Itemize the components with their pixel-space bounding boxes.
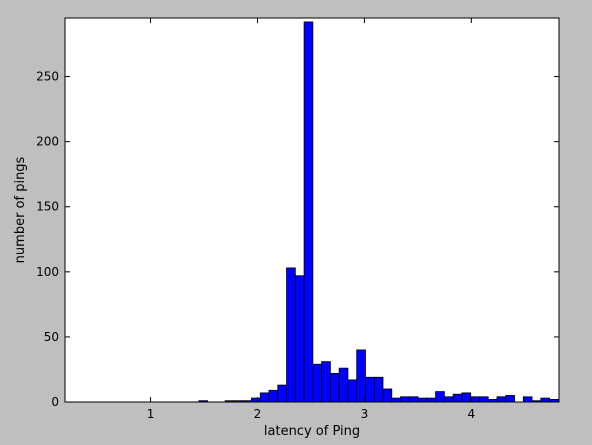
x-tick-label: 1 [147, 407, 155, 421]
x-tick-label: 2 [254, 407, 262, 421]
bars-group [198, 21, 560, 403]
histogram-bar [338, 367, 349, 403]
histogram-bar [443, 396, 454, 403]
histogram-bar [461, 392, 472, 403]
y-tick-label: 100 [36, 265, 59, 279]
histogram-bar [470, 396, 480, 403]
histogram-bar [479, 396, 489, 403]
histogram-bar [382, 388, 393, 403]
histogram-bar [505, 395, 515, 403]
y-tick-label: 50 [44, 330, 59, 344]
y-tick-label: 150 [36, 200, 59, 214]
histogram-bar [373, 376, 384, 403]
histogram-bar [303, 21, 314, 403]
histogram-bar [426, 397, 437, 403]
y-tick-label: 0 [51, 395, 59, 409]
histogram-bar [329, 372, 340, 403]
histogram-bar [400, 396, 410, 403]
histogram-bar [356, 349, 366, 403]
histogram-bar [522, 396, 533, 403]
histogram-bar [365, 376, 375, 403]
histogram-bar [417, 397, 428, 403]
histogram-bar [286, 267, 296, 403]
histogram-bar [452, 393, 463, 403]
histogram-bar [268, 389, 279, 403]
histogram-bar [435, 391, 445, 403]
ticks-group: 1 2 3 4 0 50 100 150 200 250 [36, 18, 559, 421]
histogram-bar [408, 396, 419, 403]
y-tick-label: 250 [36, 70, 59, 84]
histogram-bar [294, 275, 305, 403]
plot-frame [64, 17, 560, 403]
histogram-bar [347, 379, 358, 403]
x-tick-label: 3 [361, 407, 369, 421]
y-tick-label: 200 [36, 135, 59, 149]
histogram-bar [321, 361, 331, 403]
histogram-bar [540, 397, 550, 403]
y-axis-label: number of pings [13, 156, 28, 263]
histogram-bar [277, 384, 287, 403]
histogram-bar [312, 363, 323, 403]
histogram-bar [259, 392, 270, 403]
histogram-bar [496, 396, 507, 403]
x-axis-label: latency of Ping [264, 424, 360, 439]
histogram-bar [391, 397, 401, 403]
x-tick-label: 4 [468, 407, 476, 421]
histogram-bar [251, 397, 261, 403]
